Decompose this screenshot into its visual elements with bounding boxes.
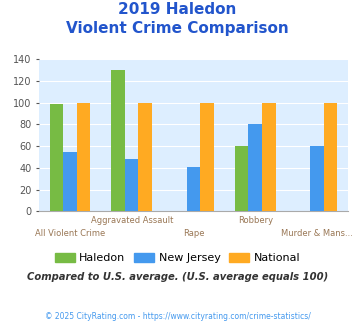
Bar (125, 159, 138, 211)
Bar (324, 103, 337, 211)
Text: Murder & Mans...: Murder & Mans... (281, 229, 353, 238)
Text: 2019 Haledon: 2019 Haledon (118, 2, 237, 16)
Text: Rape: Rape (183, 229, 204, 238)
Bar (77, 103, 90, 211)
Text: All Violent Crime: All Violent Crime (35, 229, 105, 238)
Bar (235, 146, 248, 211)
Text: Compared to U.S. average. (U.S. average equals 100): Compared to U.S. average. (U.S. average … (27, 272, 328, 282)
Bar (187, 167, 200, 211)
Bar (111, 70, 125, 211)
Text: Violent Crime Comparison: Violent Crime Comparison (66, 21, 289, 36)
Bar (310, 146, 324, 211)
Text: Aggravated Assault: Aggravated Assault (91, 216, 173, 225)
Bar (200, 103, 214, 211)
Bar (138, 103, 152, 211)
Bar (50, 104, 63, 211)
Bar (248, 124, 262, 211)
Bar (63, 151, 77, 211)
Bar (262, 103, 275, 211)
Text: Robbery: Robbery (238, 216, 273, 225)
Legend: Haledon, New Jersey, National: Haledon, New Jersey, National (50, 248, 305, 268)
Text: © 2025 CityRating.com - https://www.cityrating.com/crime-statistics/: © 2025 CityRating.com - https://www.city… (45, 312, 310, 321)
